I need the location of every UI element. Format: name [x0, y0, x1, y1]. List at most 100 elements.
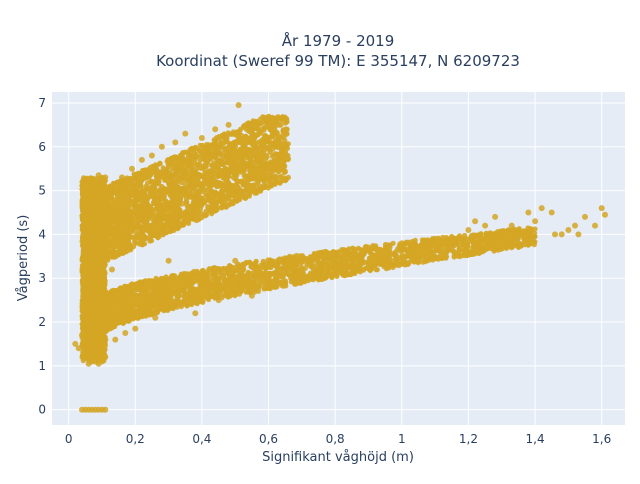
data-point [239, 151, 244, 156]
data-point [198, 201, 203, 206]
data-point [268, 124, 273, 129]
data-point [206, 148, 211, 153]
data-point [99, 205, 104, 210]
data-point [177, 159, 182, 164]
data-point [592, 223, 598, 229]
data-point [284, 127, 289, 132]
data-point [192, 197, 197, 202]
data-point [187, 152, 192, 157]
data-point [102, 275, 107, 280]
data-point [285, 146, 290, 151]
data-point [86, 294, 91, 299]
data-point [84, 176, 89, 181]
data-point [242, 164, 247, 169]
data-point [93, 183, 98, 188]
data-point [249, 128, 254, 133]
data-point [115, 212, 120, 217]
data-point [575, 231, 581, 237]
data-point [269, 183, 274, 188]
data-point [94, 266, 99, 271]
data-point [121, 209, 126, 214]
data-point [212, 138, 217, 143]
data-point [139, 214, 144, 219]
data-point [228, 149, 233, 154]
data-point [201, 150, 206, 155]
data-point [278, 146, 283, 151]
data-point [261, 177, 266, 182]
data-point [178, 173, 183, 178]
data-point [109, 267, 115, 273]
data-point [224, 178, 229, 183]
data-point [153, 233, 158, 238]
data-point [216, 151, 221, 156]
data-point [492, 214, 498, 220]
data-point [226, 122, 232, 128]
data-point [197, 194, 202, 199]
data-point [83, 255, 88, 260]
data-point [269, 174, 274, 179]
data-point [134, 221, 139, 226]
data-point [108, 219, 113, 224]
data-point [196, 180, 201, 185]
data-point [123, 216, 128, 221]
data-point [94, 282, 99, 287]
data-point [188, 164, 193, 169]
data-point [95, 262, 100, 267]
data-point [251, 171, 256, 176]
data-point [95, 211, 100, 216]
data-point [262, 125, 267, 130]
data-point [181, 220, 186, 225]
data-point [84, 226, 89, 231]
data-point [80, 225, 85, 230]
data-point [275, 162, 280, 167]
data-point [83, 281, 88, 286]
data-point [130, 217, 135, 222]
data-point [94, 327, 99, 332]
data-point [81, 240, 86, 245]
data-point [263, 133, 268, 138]
data-point [465, 227, 471, 233]
data-point [121, 234, 126, 239]
data-point [275, 138, 280, 143]
data-point [123, 185, 128, 190]
data-point [236, 102, 242, 108]
data-point [175, 179, 180, 184]
data-point [117, 179, 122, 184]
data-point [168, 156, 173, 161]
data-point [192, 213, 197, 218]
data-point [182, 186, 187, 191]
data-point [129, 166, 135, 172]
data-point [174, 169, 179, 174]
data-point [284, 132, 289, 137]
data-point [83, 234, 88, 239]
data-point [106, 191, 111, 196]
data-point [157, 213, 162, 218]
data-point [91, 358, 96, 363]
data-point [180, 150, 185, 155]
data-point [96, 179, 101, 184]
data-point [87, 262, 92, 267]
data-point [96, 359, 101, 364]
data-point [205, 193, 210, 198]
data-point [255, 179, 260, 184]
data-point [472, 218, 478, 224]
data-point [282, 170, 287, 175]
data-point [120, 239, 125, 244]
data-point [111, 248, 116, 253]
data-point [236, 140, 241, 145]
data-point [252, 191, 257, 196]
data-point [187, 183, 192, 188]
data-point [89, 212, 94, 217]
data-point [151, 228, 156, 233]
data-point [184, 158, 189, 163]
data-point [108, 185, 113, 190]
data-point [203, 213, 208, 218]
data-point [87, 287, 92, 292]
data-point [80, 182, 85, 187]
data-point [171, 228, 176, 233]
data-point [195, 190, 200, 195]
data-point [279, 164, 284, 169]
data-point [230, 159, 235, 164]
data-point [212, 126, 218, 132]
data-point [176, 202, 181, 207]
